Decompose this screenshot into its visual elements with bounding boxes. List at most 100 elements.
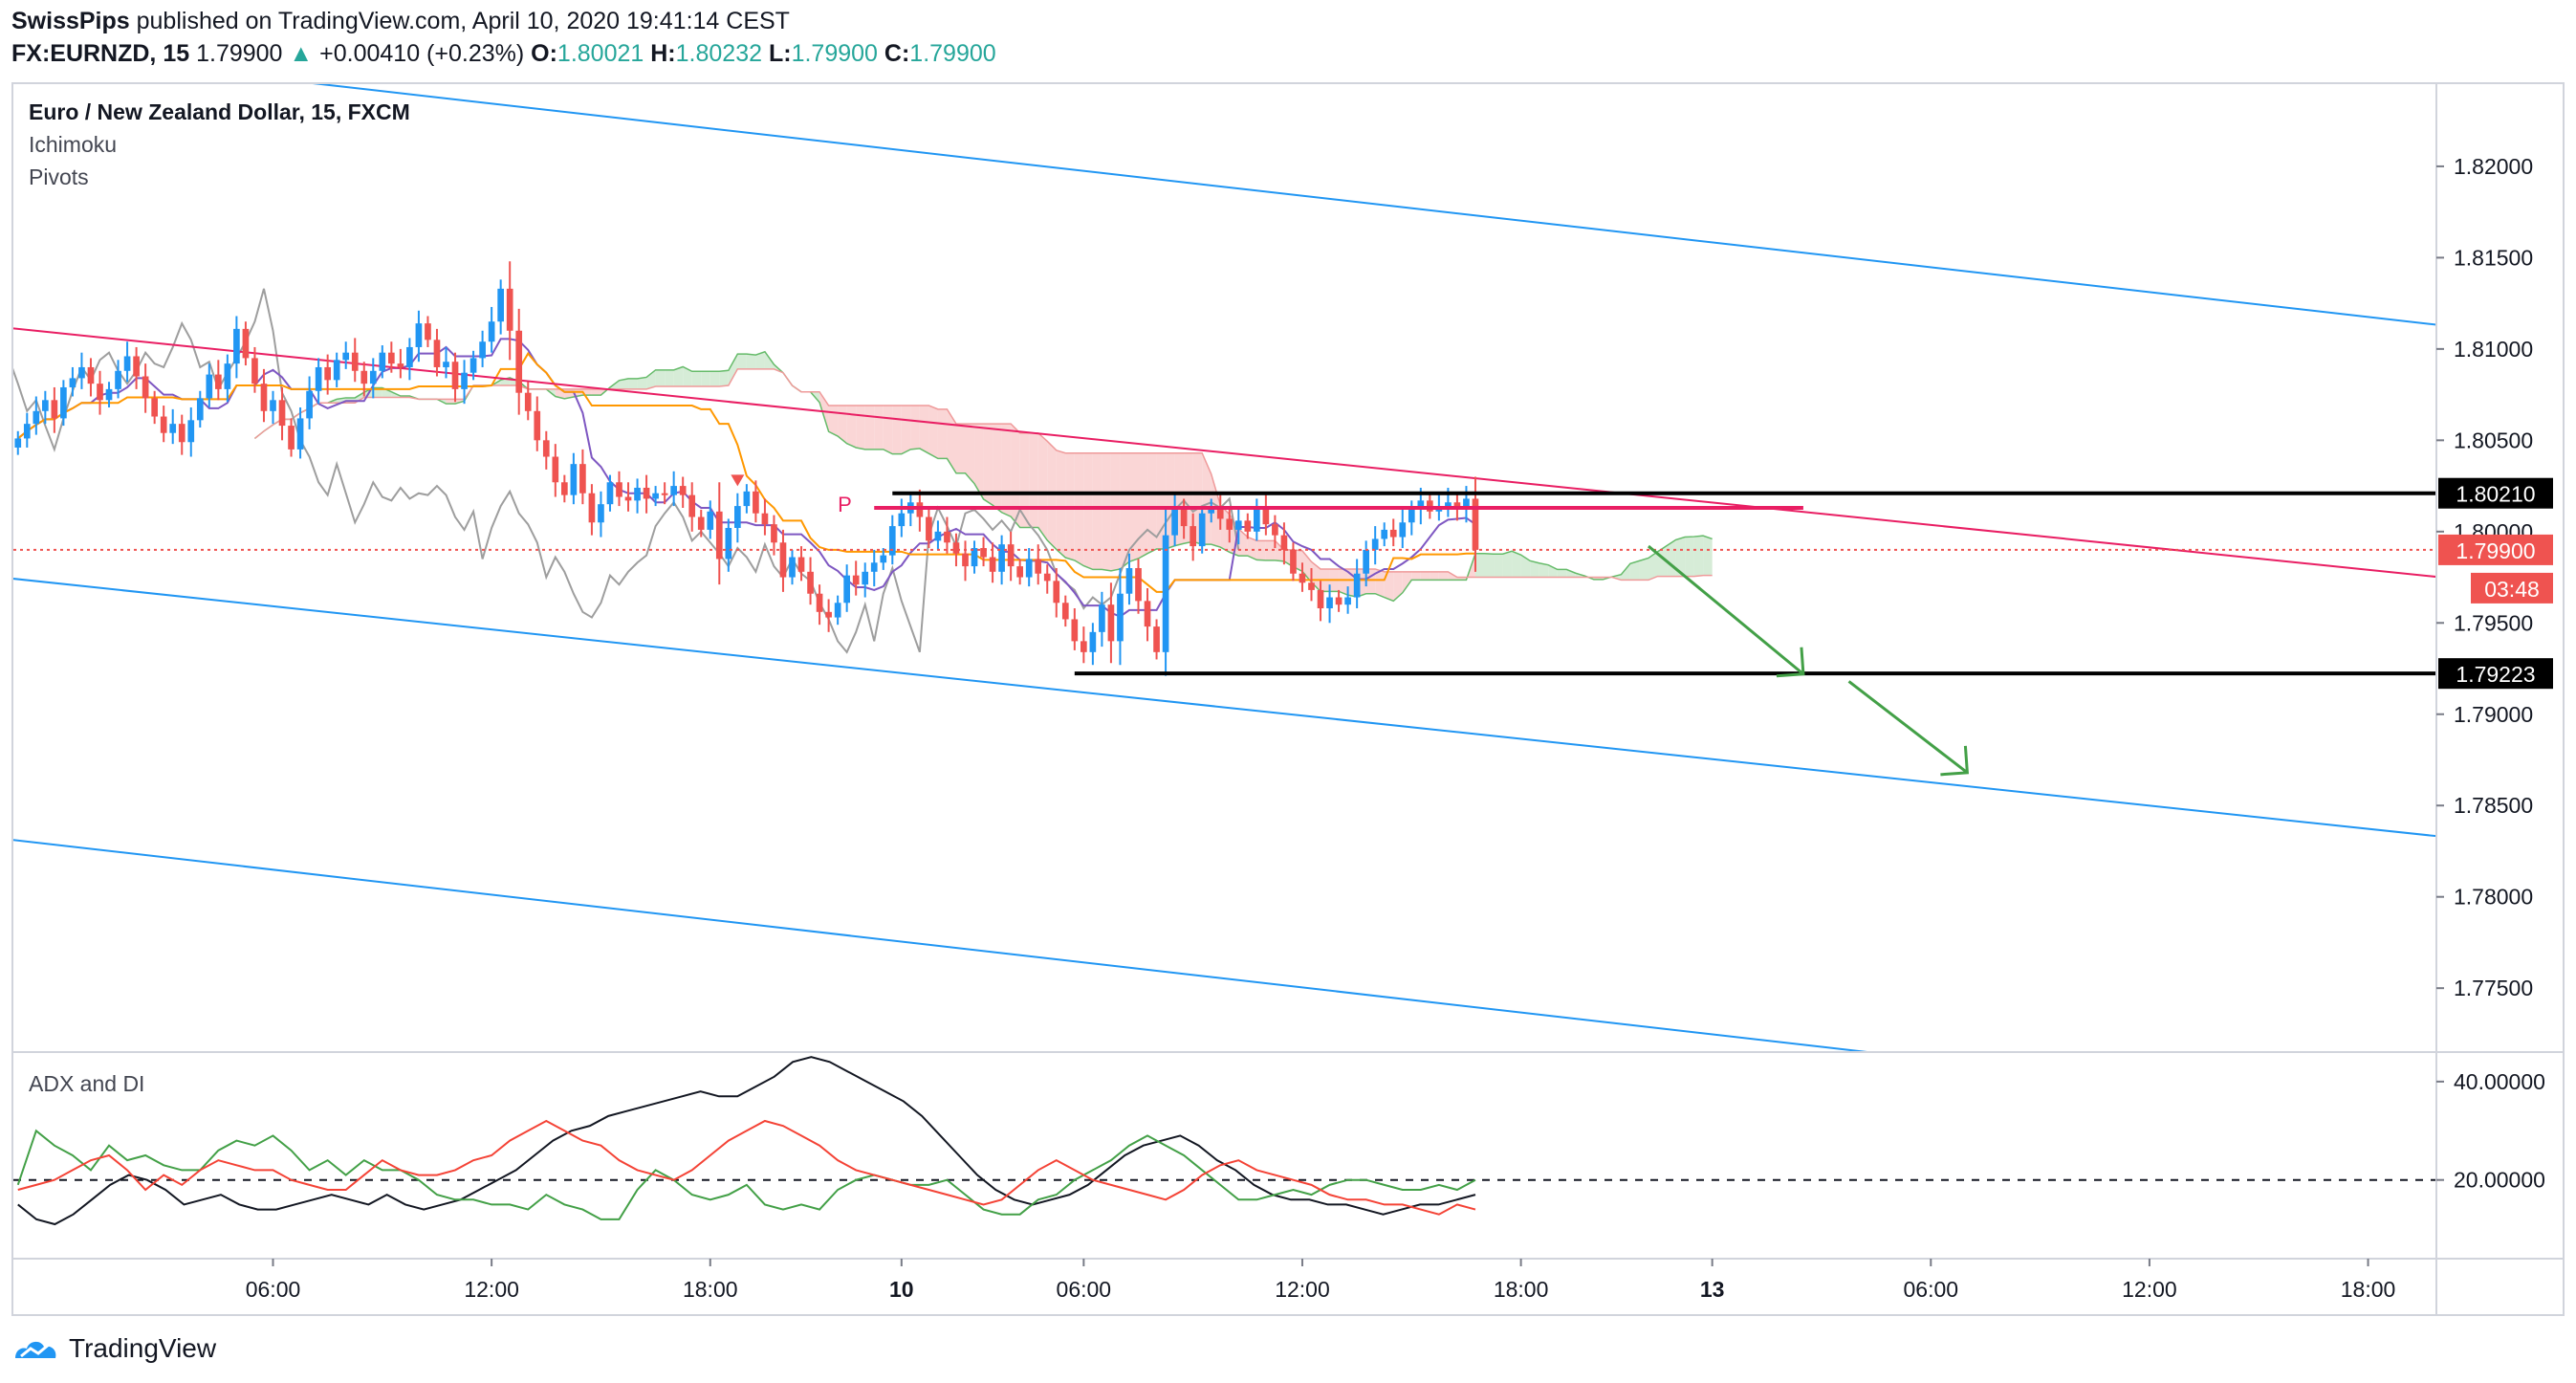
publish-info: SwissPips published on TradingView.com, …	[11, 8, 790, 35]
candle-body	[1089, 631, 1097, 652]
candle-body	[1234, 520, 1242, 530]
ichimoku-cloud-segment	[382, 387, 392, 398]
candle-body	[406, 346, 413, 367]
ichimoku-cloud-segment	[1539, 562, 1549, 578]
candle-body	[1135, 568, 1142, 602]
ichimoku-cloud-segment	[1375, 568, 1385, 598]
countdown-label: 03:48	[2484, 577, 2540, 602]
adx-series-di_minus	[17, 1119, 1476, 1216]
candle-body	[224, 363, 231, 389]
candle-body	[1244, 520, 1252, 532]
projection-arrow-icon-head	[1776, 647, 1805, 678]
publish-date: published on TradingView.com, April 10, …	[136, 8, 790, 34]
candle-body	[60, 386, 67, 419]
candle-body	[570, 464, 578, 495]
ichimoku-cloud-segment	[901, 406, 911, 454]
candle-body	[634, 487, 641, 501]
candle-body	[561, 482, 568, 495]
candle-body	[425, 323, 431, 340]
candle-body	[388, 352, 395, 364]
candle-body	[469, 358, 477, 373]
candle-body	[734, 506, 741, 528]
pivot-label: P	[838, 493, 852, 516]
candle-body	[679, 486, 687, 495]
ichimoku-cloud-segment	[628, 378, 638, 389]
candle-body	[215, 374, 222, 389]
candle-body	[743, 491, 751, 507]
ichimoku-cloud-segment	[1339, 568, 1348, 596]
candle-body	[233, 328, 240, 364]
candle-body	[1262, 509, 1270, 525]
candle-body	[789, 557, 796, 578]
candle-body	[998, 544, 1005, 572]
countdown-bg	[2471, 572, 2553, 604]
ichimoku-cloud-segment	[1629, 560, 1640, 581]
candle-body	[443, 362, 449, 367]
candle-body	[123, 356, 131, 371]
candle-body	[451, 362, 459, 389]
candle-body	[151, 398, 158, 417]
candle-body	[952, 542, 960, 554]
candle-body	[870, 562, 878, 572]
open-value: 1.80021	[557, 40, 644, 67]
candle-body	[1290, 549, 1297, 574]
price-tick-label: 1.79500	[2454, 610, 2533, 635]
low-label: L:	[768, 40, 792, 67]
candle-body	[506, 288, 513, 331]
candle-body	[288, 426, 295, 450]
candle-body	[542, 440, 550, 457]
candle-body	[715, 511, 723, 560]
ichimoku-cloud-segment	[955, 424, 966, 473]
ichimoku-legend[interactable]: Ichimoku	[29, 132, 118, 157]
price-tick-label: 1.78500	[2454, 793, 2533, 818]
ichimoku-cloud-segment	[719, 370, 729, 387]
candle-body	[1335, 597, 1343, 605]
ichimoku-cloud-segment	[1411, 571, 1421, 581]
author-name: SwissPips	[11, 8, 130, 34]
ichimoku-cloud-segment	[673, 366, 684, 387]
symbol-ohlc: FX:EURNZD, 15 1.79900 ▲ +0.00410 (+0.23%…	[11, 40, 996, 68]
candle-body	[598, 504, 604, 523]
candle-body	[1399, 522, 1407, 538]
ichimoku-cloud-segment	[1566, 569, 1576, 578]
candle-body	[888, 526, 896, 556]
adx-legend[interactable]: ADX and DI	[29, 1071, 145, 1096]
candle-body	[369, 370, 377, 384]
price-pane: P	[13, 84, 2436, 1052]
candle-body	[624, 496, 632, 501]
ichimoku-cloud-segment	[665, 369, 674, 387]
tradingview-brand: TradingView	[69, 1333, 217, 1363]
open-label: O:	[531, 40, 557, 67]
ichimoku-cloud-segment	[856, 406, 865, 450]
ichimoku-cloud-segment	[892, 406, 902, 454]
candle-body	[1190, 526, 1196, 547]
price-tick-label: 1.78000	[2454, 885, 2533, 910]
candle-body	[670, 486, 677, 495]
ichimoku-cloud-segment	[619, 378, 629, 389]
candle-body	[1381, 529, 1388, 539]
candle-body	[78, 366, 85, 379]
candle-body	[1081, 641, 1087, 652]
candle-body	[415, 323, 423, 347]
high-label: H:	[650, 40, 676, 67]
candle-body	[1371, 538, 1379, 550]
candle-body	[825, 611, 832, 618]
ichimoku-cloud-segment	[1639, 558, 1648, 581]
candle-body	[1071, 619, 1079, 642]
candle-body	[579, 464, 586, 494]
ichimoku-cloud-segment	[737, 354, 747, 369]
ichimoku-cloud-segment	[1011, 424, 1020, 528]
chart-frame[interactable]	[11, 82, 2565, 1316]
candle-body	[771, 524, 777, 543]
pivots-legend[interactable]: Pivots	[29, 165, 89, 189]
candle-body	[115, 370, 121, 389]
ichimoku-cloud-segment	[637, 377, 647, 389]
candle-body	[1344, 597, 1351, 605]
candle-body	[843, 575, 850, 604]
candle-body	[989, 557, 996, 572]
candle-body	[807, 571, 814, 594]
candle-body	[14, 438, 22, 448]
ichimoku-cloud-segment	[1675, 537, 1686, 577]
candle-body	[242, 328, 250, 359]
